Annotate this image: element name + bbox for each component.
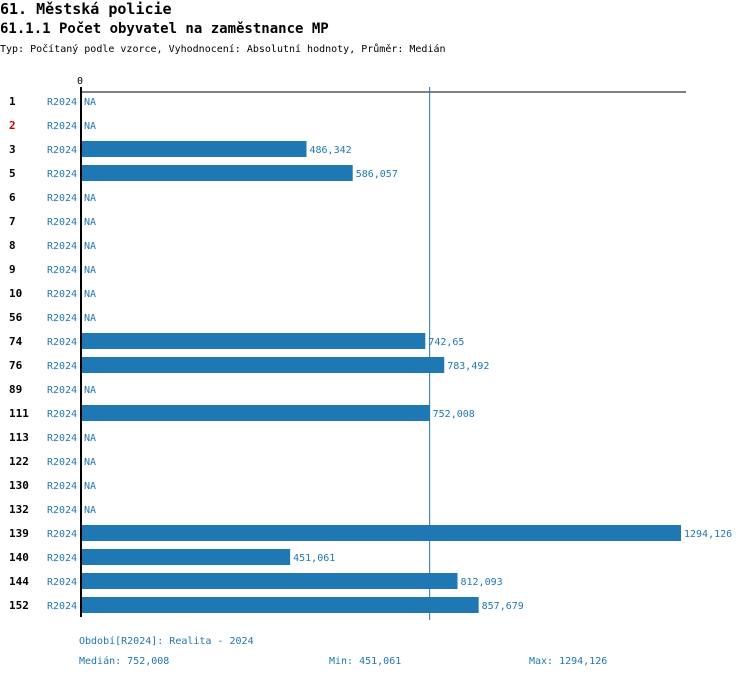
bar xyxy=(81,405,430,421)
series-label: R2024 xyxy=(47,577,77,588)
min-stat: Min: 451,061 xyxy=(329,656,402,667)
max-stat: Max: 1294,126 xyxy=(529,656,608,667)
bar xyxy=(81,141,307,157)
na-label: NA xyxy=(84,481,96,492)
na-label: NA xyxy=(84,265,96,276)
na-label: NA xyxy=(84,97,96,108)
category-label: 122 xyxy=(9,455,29,468)
x-tick-label-zero: 0 xyxy=(77,76,83,87)
series-label: R2024 xyxy=(47,409,77,420)
na-label: NA xyxy=(84,289,96,300)
category-label: 8 xyxy=(9,239,16,252)
value-label: 742,65 xyxy=(428,337,464,348)
bar xyxy=(81,597,479,613)
series-label: R2024 xyxy=(47,601,77,612)
category-label: 111 xyxy=(9,407,29,420)
series-label: R2024 xyxy=(47,313,77,324)
na-label: NA xyxy=(84,121,96,132)
na-label: NA xyxy=(84,457,96,468)
category-label: 10 xyxy=(9,287,22,300)
value-label: 586,057 xyxy=(356,169,398,180)
series-label: R2024 xyxy=(47,193,77,204)
value-label: 857,679 xyxy=(482,601,524,612)
period-legend: Období[R2024]: Realita - 2024 xyxy=(79,636,254,647)
value-label: 451,061 xyxy=(293,553,335,564)
category-label: 139 xyxy=(9,527,29,540)
bar xyxy=(81,333,426,349)
series-label: R2024 xyxy=(47,289,77,300)
category-label: 144 xyxy=(9,575,29,588)
series-label: R2024 xyxy=(47,337,77,348)
series-label: R2024 xyxy=(47,361,77,372)
chart-meta: Typ: Počítaný podle vzorce, Vyhodnocení:… xyxy=(0,44,446,55)
category-label: 113 xyxy=(9,431,29,444)
na-label: NA xyxy=(84,241,96,252)
series-label: R2024 xyxy=(47,121,77,132)
page-title: 61. Městská policie xyxy=(0,0,172,18)
category-label: 89 xyxy=(9,383,22,396)
na-label: NA xyxy=(84,217,96,228)
median-stat: Medián: 752,008 xyxy=(79,656,170,667)
value-label: 812,093 xyxy=(461,577,503,588)
category-label: 2 xyxy=(9,119,16,132)
series-label: R2024 xyxy=(47,553,77,564)
series-label: R2024 xyxy=(47,505,77,516)
value-label: 783,492 xyxy=(447,361,489,372)
na-label: NA xyxy=(84,433,96,444)
bar xyxy=(81,525,681,541)
category-label: 7 xyxy=(9,215,16,228)
category-label: 9 xyxy=(9,263,16,276)
bar xyxy=(81,573,458,589)
series-label: R2024 xyxy=(47,265,77,276)
series-label: R2024 xyxy=(47,385,77,396)
na-label: NA xyxy=(84,385,96,396)
series-label: R2024 xyxy=(47,457,77,468)
category-label: 152 xyxy=(9,599,29,612)
na-label: NA xyxy=(84,313,96,324)
na-label: NA xyxy=(84,193,96,204)
bar xyxy=(81,549,291,565)
bar xyxy=(81,165,353,181)
series-label: R2024 xyxy=(47,97,77,108)
value-label: 1294,126 xyxy=(684,529,732,540)
category-label: 132 xyxy=(9,503,29,516)
na-label: NA xyxy=(84,505,96,516)
category-label: 5 xyxy=(9,167,16,180)
series-label: R2024 xyxy=(47,241,77,252)
value-label: 486,342 xyxy=(309,145,351,156)
category-label: 6 xyxy=(9,191,16,204)
category-label: 3 xyxy=(9,143,16,156)
bar xyxy=(81,357,445,373)
series-label: R2024 xyxy=(47,169,77,180)
series-label: R2024 xyxy=(47,481,77,492)
chart-title: 61.1.1 Počet obyvatel na zaměstnance MP xyxy=(0,21,329,37)
series-label: R2024 xyxy=(47,529,77,540)
series-label: R2024 xyxy=(47,145,77,156)
value-label: 752,008 xyxy=(433,409,475,420)
series-label: R2024 xyxy=(47,217,77,228)
category-label: 140 xyxy=(9,551,29,564)
series-label: R2024 xyxy=(47,433,77,444)
category-label: 74 xyxy=(9,335,23,348)
category-label: 1 xyxy=(9,95,16,108)
category-label: 56 xyxy=(9,311,23,324)
category-label: 130 xyxy=(9,479,29,492)
category-label: 76 xyxy=(9,359,23,372)
